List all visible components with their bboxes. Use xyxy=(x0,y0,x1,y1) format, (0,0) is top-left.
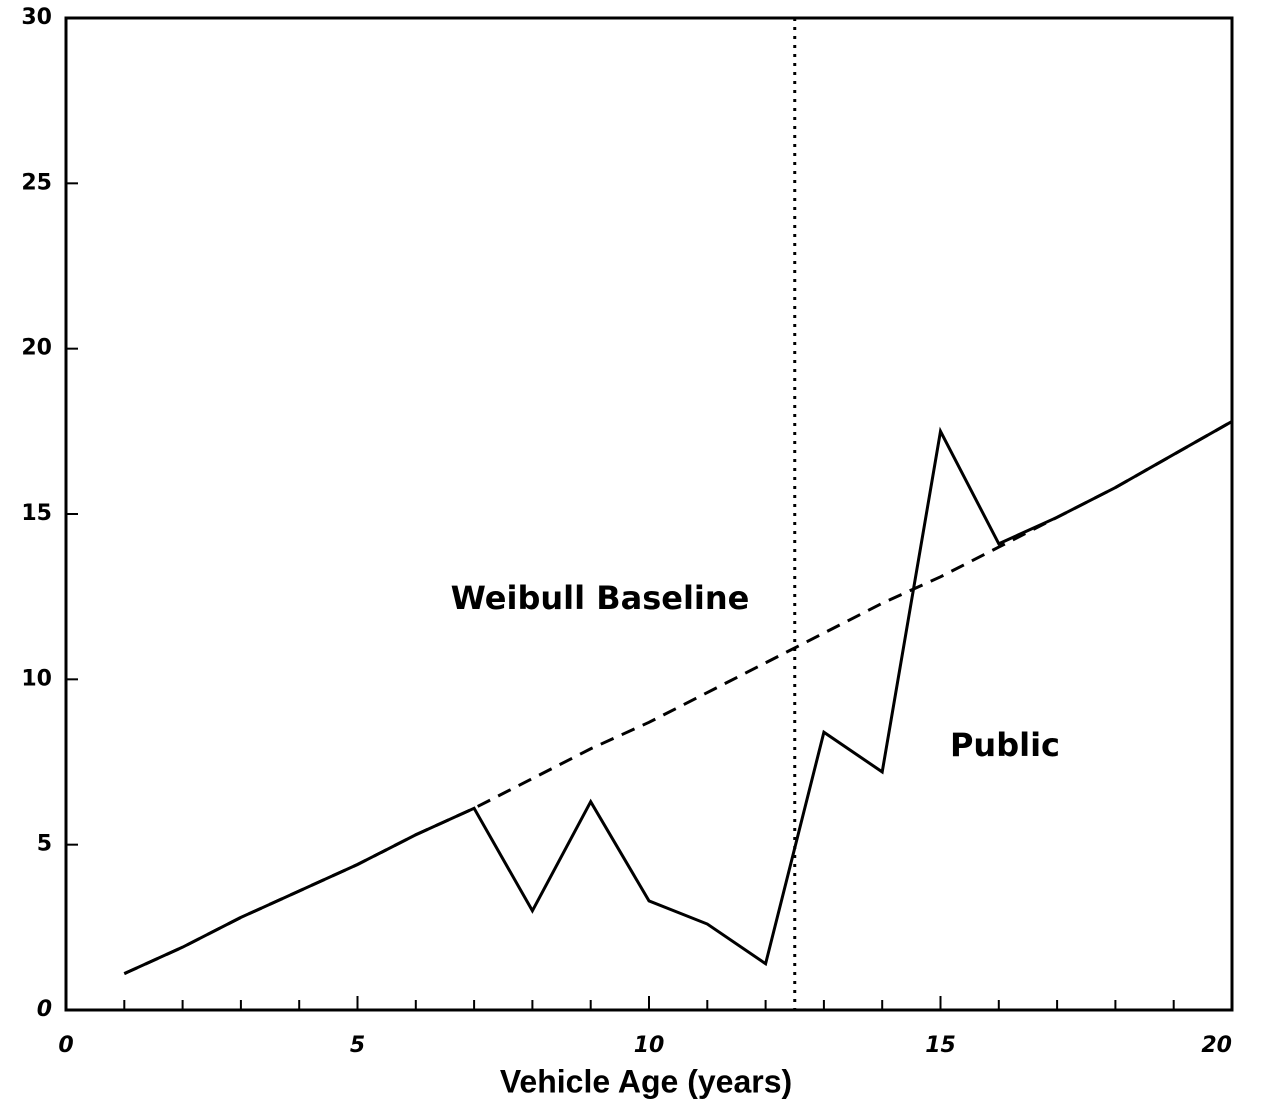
series-label: Weibull Baseline xyxy=(451,579,750,617)
series-line xyxy=(123,420,1233,975)
y-tick-label: 25 xyxy=(21,170,52,195)
y-tick-label: 30 xyxy=(21,5,52,30)
x-tick-label: 15 xyxy=(925,1033,956,1058)
y-tick-label: 5 xyxy=(37,832,52,857)
y-tick-label: 20 xyxy=(21,336,52,361)
x-tick-label: 20 xyxy=(1201,1033,1232,1058)
y-tick-label: 15 xyxy=(21,501,52,526)
plot-frame xyxy=(64,16,1234,1012)
x-tick-label: 5 xyxy=(350,1033,365,1058)
y-tick-label: 10 xyxy=(21,666,52,691)
series-label: Public xyxy=(950,726,1060,764)
x-axis-label: Vehicle Age (years) xyxy=(500,1063,792,1099)
y-tick-label: 0 xyxy=(37,997,52,1022)
x-tick-label: 10 xyxy=(634,1033,665,1058)
x-tick-label: 0 xyxy=(58,1033,73,1058)
series-line xyxy=(123,420,1233,975)
